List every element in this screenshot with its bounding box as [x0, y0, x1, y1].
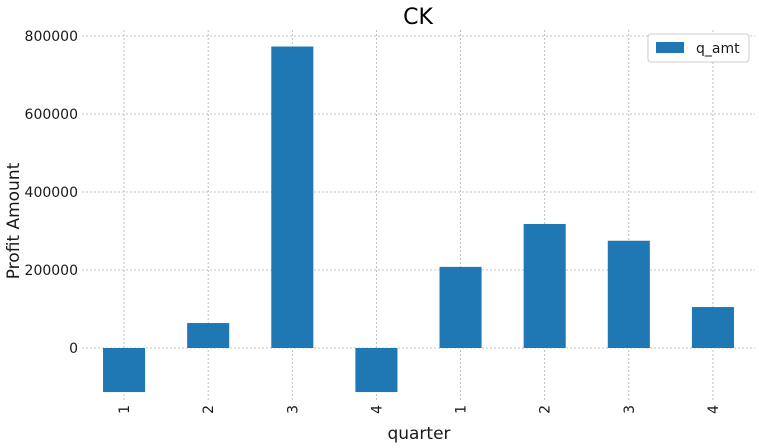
- bars: [103, 46, 734, 393]
- x-tick-label: 1: [117, 405, 133, 414]
- bar: [439, 266, 482, 348]
- bar: [355, 348, 398, 393]
- x-axis-ticks: 1 2 3 4 1 2 3 4: [117, 405, 722, 414]
- y-tick-label: 600000: [25, 107, 78, 123]
- chart-title: CK: [403, 5, 433, 30]
- x-tick-label: 2: [538, 405, 554, 414]
- x-tick-label: 3: [285, 405, 301, 414]
- grid: [82, 30, 755, 400]
- legend-box: [647, 33, 750, 63]
- y-axis-ticks: 0 200000 400000 600000 800000: [25, 29, 78, 357]
- x-tick-label: 3: [622, 405, 638, 414]
- bar: [271, 46, 314, 348]
- bar: [103, 348, 146, 393]
- bar: [607, 240, 650, 348]
- y-axis-label: Profit Amount: [4, 162, 24, 279]
- x-tick-label: 2: [201, 405, 217, 414]
- bar: [187, 323, 230, 348]
- x-axis-label: quarter: [387, 424, 450, 444]
- y-tick-label: 800000: [25, 29, 78, 45]
- bar: [691, 307, 734, 348]
- y-tick-label: 200000: [25, 263, 78, 279]
- legend-swatch: [656, 42, 684, 53]
- legend: q_amt: [647, 33, 750, 63]
- bar: [523, 223, 566, 348]
- x-tick-label: 4: [369, 405, 385, 414]
- legend-label: q_amt: [696, 41, 740, 57]
- x-tick-label: 1: [454, 405, 470, 414]
- x-tick-label: 4: [706, 405, 722, 414]
- y-tick-label: 400000: [25, 185, 78, 201]
- y-tick-label: 0: [69, 341, 78, 357]
